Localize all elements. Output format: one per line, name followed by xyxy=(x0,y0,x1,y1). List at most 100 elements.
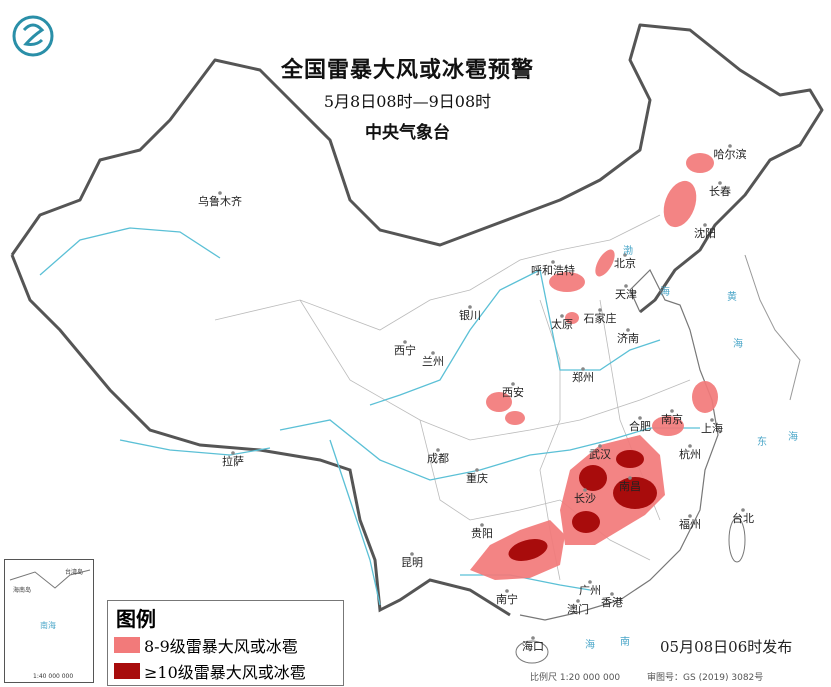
city-label: 长沙 xyxy=(574,492,596,505)
sea-label: 黄 xyxy=(727,290,737,303)
china-border xyxy=(10,23,824,314)
city-label: 南昌 xyxy=(619,480,641,493)
city-label: 拉萨 xyxy=(222,454,244,468)
inset-label: 南海 xyxy=(40,620,56,630)
city-marker xyxy=(588,580,592,584)
city-label: 西宁 xyxy=(394,343,416,357)
legend-swatch xyxy=(114,663,140,679)
city-label: 武汉 xyxy=(589,448,611,461)
city-label: 广州 xyxy=(579,584,601,597)
city-label: 沈阳 xyxy=(694,226,716,240)
city-marker xyxy=(403,340,407,344)
city-marker xyxy=(624,284,628,288)
sea-label: 南 xyxy=(620,635,630,648)
map-approval-number: 审图号：GS (2019) 3082号 xyxy=(647,673,764,683)
sea-label: 海 xyxy=(788,430,798,443)
city-label: 呼和浩特 xyxy=(531,263,575,277)
city-label: 长春 xyxy=(709,185,731,198)
hazard-area xyxy=(692,381,718,413)
city-marker xyxy=(581,367,585,371)
publish-time: 05月08日06时发布 xyxy=(660,638,793,656)
city-label: 南京 xyxy=(661,412,683,426)
city-label: 郑州 xyxy=(572,370,594,384)
inset-scale: 1:40 000 000 xyxy=(33,673,73,680)
city-label: 乌鲁木齐 xyxy=(198,194,242,208)
city-label: 北京 xyxy=(614,256,636,270)
hazard-area xyxy=(508,539,548,561)
hazard-areas-level-10 xyxy=(508,450,657,561)
map-footer: 比例尺 1:20 000 000 审图号：GS (2019) 3082号 xyxy=(530,670,787,683)
inset-label: 海南岛 xyxy=(13,586,31,594)
city-marker xyxy=(670,409,674,413)
city-label: 重庆 xyxy=(466,471,488,485)
city-marker xyxy=(468,305,472,309)
city-marker xyxy=(610,592,614,596)
city-marker xyxy=(638,416,642,420)
valid-period: 5月8日08时—9日08时 xyxy=(323,92,492,111)
map-title: 全国雷暴大风或冰雹预警 xyxy=(280,58,534,83)
city-marker xyxy=(231,451,235,455)
hazard-area xyxy=(613,477,657,509)
city-marker xyxy=(475,468,479,472)
city-marker xyxy=(598,444,602,448)
city-marker xyxy=(576,599,580,603)
city-label: 南宁 xyxy=(496,592,518,606)
city-marker xyxy=(531,636,535,640)
hainan-island xyxy=(515,640,549,664)
city-marker xyxy=(626,328,630,332)
legend-label: ≥10级雷暴大风或冰雹 xyxy=(144,663,306,682)
city-marker xyxy=(511,382,515,386)
southwest-border xyxy=(10,254,511,617)
cma-logo-icon xyxy=(12,15,54,57)
city-label: 银川 xyxy=(459,308,481,322)
city-label: 昆明 xyxy=(401,556,423,569)
city-marker xyxy=(560,314,564,318)
city-marker xyxy=(410,552,414,556)
hazard-area xyxy=(595,249,615,277)
legend: 图例 8-9级雷暴大风或冰雹 ≥10级雷暴大风或冰雹 xyxy=(107,600,344,686)
legend-item-level-8-9: 8-9级雷暴大风或冰雹 xyxy=(114,633,298,657)
city-label: 台北 xyxy=(732,511,754,525)
issuer: 中央气象台 xyxy=(365,123,450,143)
city-marker xyxy=(688,444,692,448)
city-marker xyxy=(551,260,555,264)
city-marker xyxy=(718,181,722,185)
city-label: 澳门 xyxy=(567,602,589,616)
sea-label: 海 xyxy=(660,285,670,298)
hazard-area xyxy=(505,411,525,425)
korea-coast xyxy=(744,254,801,401)
rivers xyxy=(39,227,700,606)
city-marker xyxy=(583,488,587,492)
legend-item-level-10: ≥10级雷暴大风或冰雹 xyxy=(114,659,306,683)
city-label: 天津 xyxy=(615,288,637,301)
hazard-area xyxy=(652,416,684,436)
city-label: 济南 xyxy=(617,331,639,345)
city-marker xyxy=(728,144,732,148)
city-label: 海口 xyxy=(522,639,544,653)
city-marker xyxy=(628,476,632,480)
hazard-area xyxy=(616,450,644,468)
city-label: 香港 xyxy=(601,596,623,609)
city-label: 石家庄 xyxy=(584,311,617,325)
hazard-area xyxy=(686,153,714,173)
sea-label: 渤 xyxy=(623,244,633,257)
city-label: 福州 xyxy=(679,517,701,531)
hazard-area xyxy=(549,272,585,292)
hazard-area xyxy=(565,312,579,324)
coastline xyxy=(519,268,719,621)
city-label: 太原 xyxy=(551,318,573,331)
city-marker xyxy=(436,448,440,452)
city-marker xyxy=(480,523,484,527)
city-marker xyxy=(505,589,509,593)
city-marker xyxy=(703,223,707,227)
sea-label: 海 xyxy=(585,638,595,651)
city-label: 上海 xyxy=(701,421,723,435)
city-label: 合肥 xyxy=(629,419,651,433)
sea-labels: 渤 海 黄 海 东 海 南 海 xyxy=(585,244,798,651)
city-label: 哈尔滨 xyxy=(714,147,747,161)
hazard-area xyxy=(663,180,697,228)
city-label: 成都 xyxy=(427,452,449,465)
city-marker xyxy=(741,508,745,512)
hazard-area xyxy=(572,511,600,533)
